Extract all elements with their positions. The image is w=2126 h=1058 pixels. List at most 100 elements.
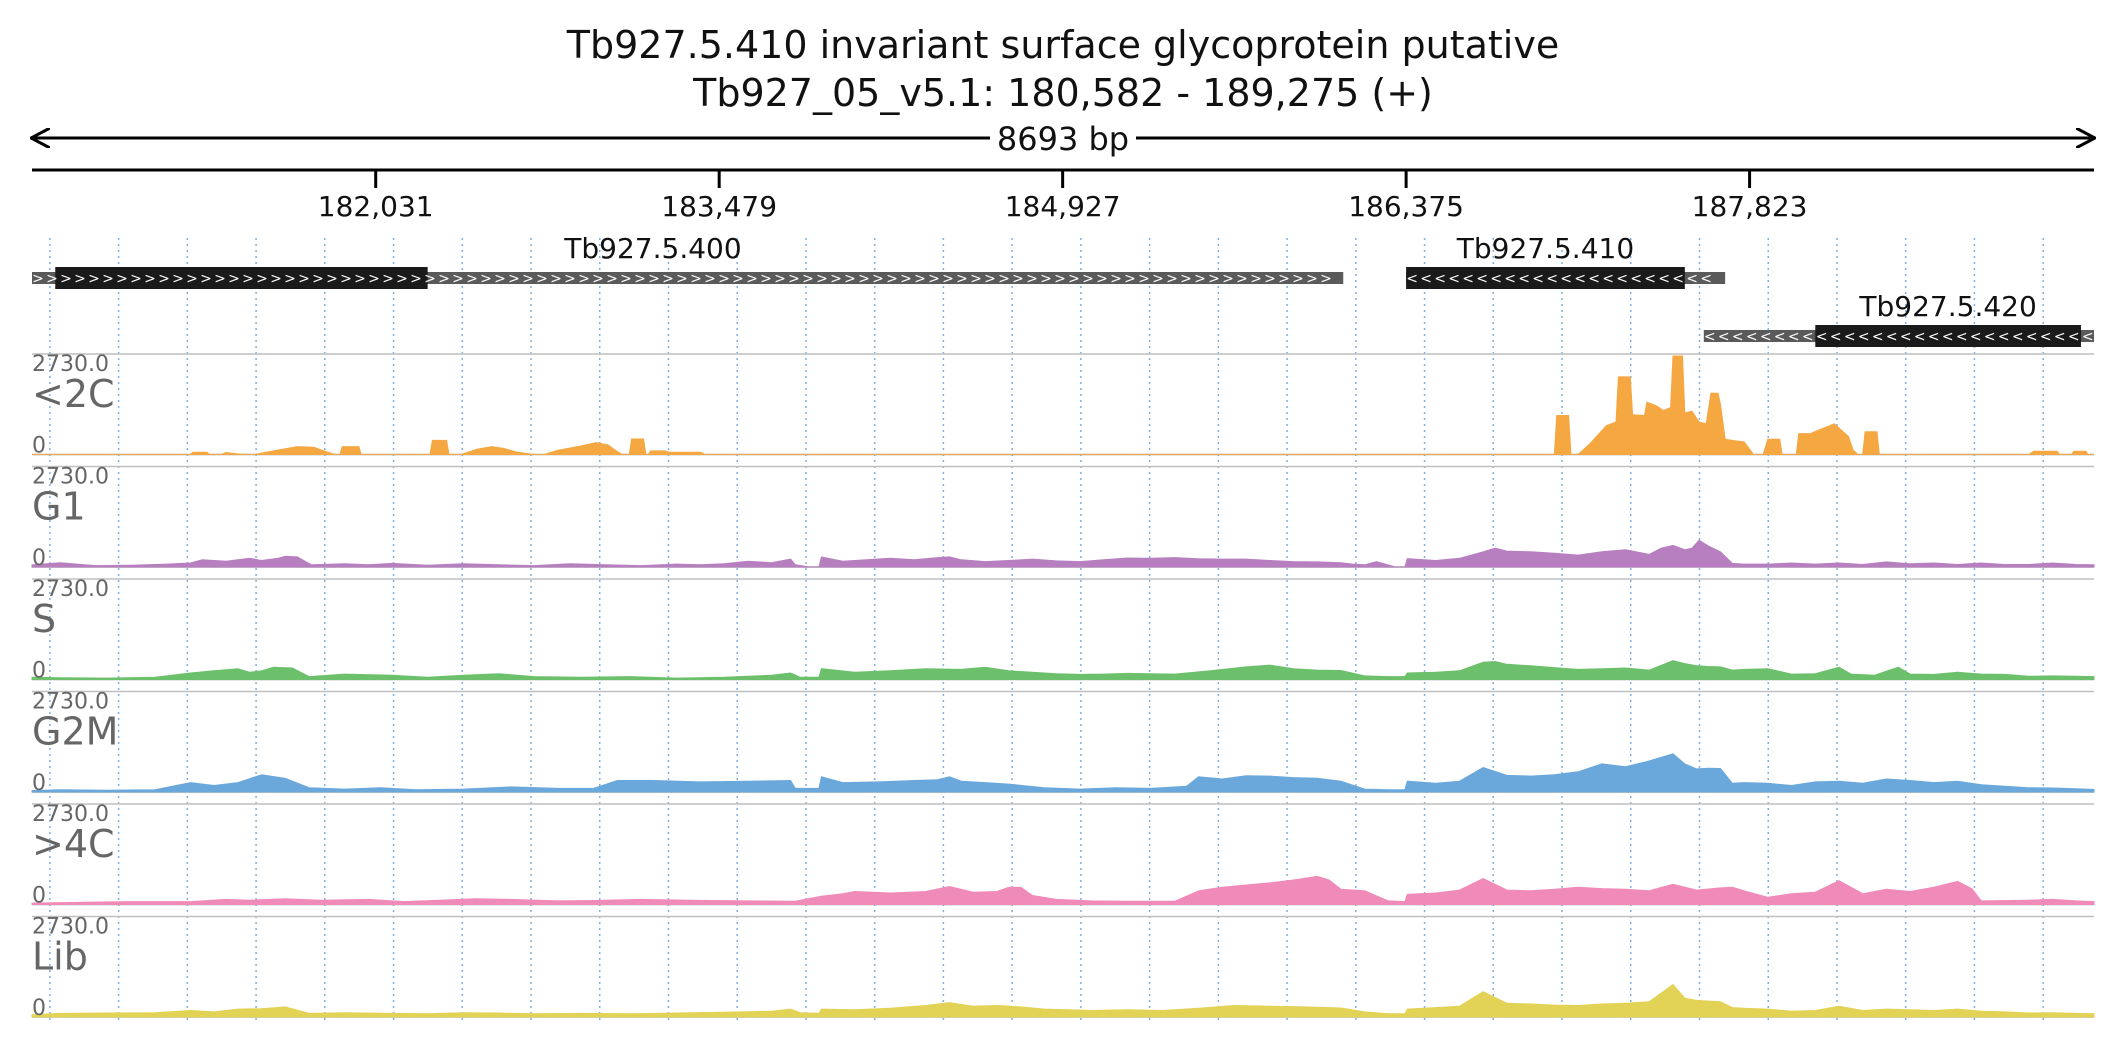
track: 2730.0<2C 0	[32, 352, 2094, 459]
strand-arrow: <	[1574, 271, 1586, 287]
strand-arrow: >	[956, 271, 968, 287]
strand-arrow: >	[298, 271, 310, 287]
coordinate-axis: 182,031 183,479 184,927 186,375 187,823	[32, 168, 2094, 223]
strand-arrow: <	[1942, 329, 1954, 345]
strand-arrow: >	[984, 271, 996, 287]
strand-arrow: <	[1704, 329, 1716, 345]
strand-arrow: >	[1054, 271, 1066, 287]
strand-arrow: <	[1532, 271, 1544, 287]
track-ymax-label: 2730.0	[32, 802, 109, 827]
strand-arrow: <	[1490, 271, 1502, 287]
strand-arrow: >	[312, 271, 324, 287]
strand-arrow: <	[2068, 329, 2080, 345]
strand-arrow: <	[1546, 271, 1558, 287]
strand-arrow: >	[788, 271, 800, 287]
track: 2730.0S 0	[31, 577, 2095, 684]
strand-arrow: >	[256, 271, 268, 287]
strand-arrow: <	[1560, 271, 1572, 287]
strand-arrow: <	[1802, 329, 1814, 345]
gene-label: Tb927.5.410	[1456, 232, 1634, 265]
strand-arrow: <	[1462, 271, 1474, 287]
strand-arrow: >	[886, 271, 898, 287]
strand-arrow: <	[1732, 329, 1744, 345]
strand-arrow: >	[284, 271, 296, 287]
strand-arrow: >	[1110, 271, 1122, 287]
strand-arrow: <	[1686, 271, 1698, 287]
coverage-area	[31, 875, 2095, 905]
strand-arrow: >	[830, 271, 842, 287]
track-ymin-label: 0	[32, 659, 46, 684]
strand-arrow: <	[1658, 271, 1670, 287]
strand-arrow: <	[1774, 329, 1786, 345]
track-ymax-label: 2730.0	[32, 577, 109, 602]
strand-arrow: >	[816, 271, 828, 287]
strand-arrow: >	[410, 271, 422, 287]
strand-arrow: <	[1872, 329, 1884, 345]
strand-arrow: <	[1518, 271, 1530, 287]
strand-arrow: <	[1816, 329, 1828, 345]
strand-arrow: <	[1844, 329, 1856, 345]
strand-arrow: >	[88, 271, 100, 287]
strand-arrow: >	[1180, 271, 1192, 287]
track-name: >4C	[32, 822, 115, 866]
strand-arrow: <	[1448, 271, 1460, 287]
strand-arrow: >	[606, 271, 618, 287]
strand-arrow: >	[690, 271, 702, 287]
strand-arrow: >	[424, 271, 436, 287]
strand-arrow: >	[760, 271, 772, 287]
strand-arrow: <	[1998, 329, 2010, 345]
strand-arrow: <	[1718, 329, 1730, 345]
strand-arrow: <	[2012, 329, 2024, 345]
strand-arrow: >	[578, 271, 590, 287]
strand-arrow: >	[1124, 271, 1136, 287]
strand-arrow: >	[452, 271, 464, 287]
strand-arrow: >	[620, 271, 632, 287]
strand-arrow: >	[158, 271, 170, 287]
strand-arrow: <	[1672, 271, 1684, 287]
strand-arrow: <	[1420, 271, 1432, 287]
coverage-area	[31, 753, 2095, 793]
strand-arrow: >	[228, 271, 240, 287]
track-ymax-label: 2730.0	[32, 465, 109, 490]
strand-arrow: >	[970, 271, 982, 287]
strand-arrow: >	[662, 271, 674, 287]
strand-arrow: >	[1040, 271, 1052, 287]
strand-arrow: >	[746, 271, 758, 287]
strand-arrow: <	[1886, 329, 1898, 345]
strand-arrow: >	[676, 271, 688, 287]
track-ymax-label: 2730.0	[32, 352, 109, 377]
strand-arrow: >	[872, 271, 884, 287]
track-name: <2C	[32, 372, 115, 416]
gene-track: > > > > > > > > > > > > > > > > > > > > > > > > > > > > > > > > > > > > > > > >…	[32, 232, 2094, 347]
strand-arrow: >	[186, 271, 198, 287]
strand-arrow: >	[1222, 271, 1234, 287]
strand-arrow: >	[214, 271, 226, 287]
strand-arrow: >	[732, 271, 744, 287]
strand-arrow: >	[564, 271, 576, 287]
strand-arrow: >	[1306, 271, 1318, 287]
strand-arrow: <	[1900, 329, 1912, 345]
track-ymin-label: 0	[32, 884, 46, 909]
track: 2730.0G1 0	[31, 465, 2095, 571]
axis-tick-label: 184,927	[1005, 190, 1121, 223]
track-ymax-label: 2730.0	[32, 690, 109, 715]
strand-arrow: >	[1320, 271, 1332, 287]
strand-arrow: <	[1830, 329, 1842, 345]
strand-arrow: <	[1644, 271, 1656, 287]
strand-arrow: >	[942, 271, 954, 287]
strand-arrow: >	[116, 271, 128, 287]
strand-arrow: <	[1504, 271, 1516, 287]
strand-arrow: >	[172, 271, 184, 287]
strand-arrow: >	[704, 271, 716, 287]
strand-arrow: >	[844, 271, 856, 287]
strand-arrow: >	[550, 271, 562, 287]
strand-arrow: >	[1026, 271, 1038, 287]
strand-arrow: >	[382, 271, 394, 287]
strand-arrow: >	[774, 271, 786, 287]
strand-arrow: <	[2040, 329, 2052, 345]
strand-arrow: <	[2054, 329, 2066, 345]
strand-arrow: >	[466, 271, 478, 287]
span-label-bg	[990, 118, 1136, 158]
